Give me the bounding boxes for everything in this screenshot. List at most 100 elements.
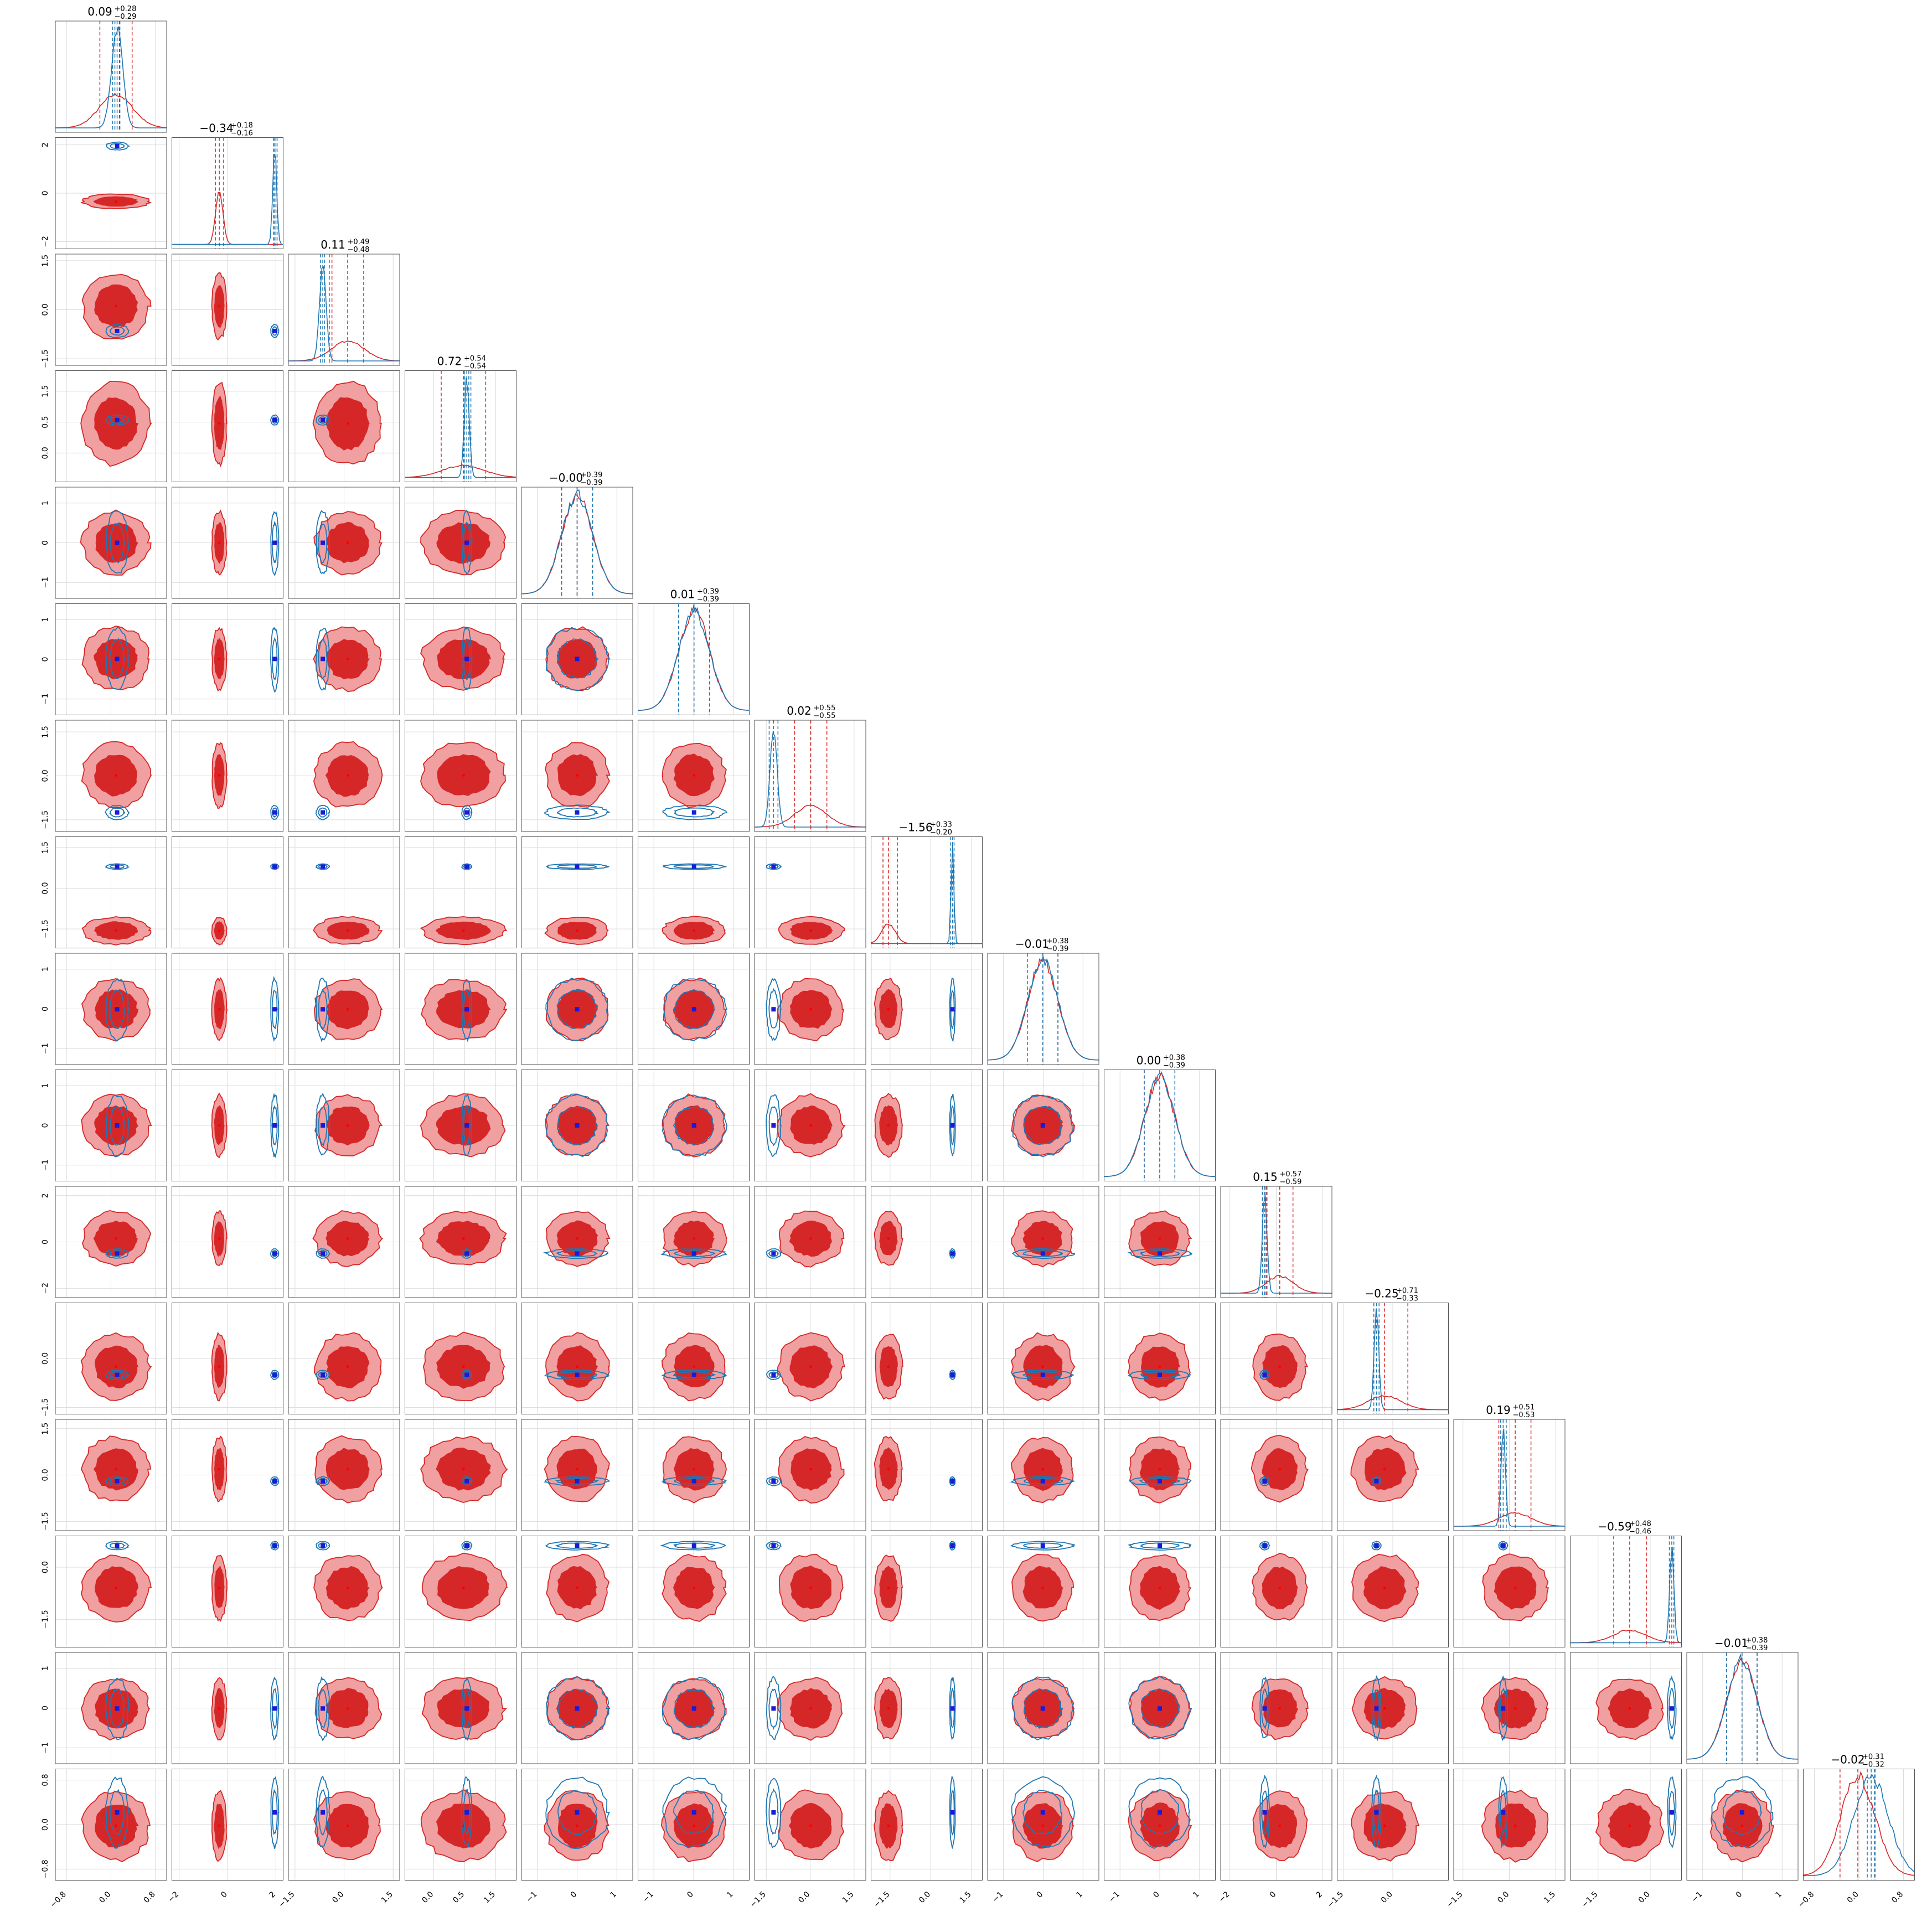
- blue-histogram: [1104, 1072, 1216, 1177]
- blue-contour-outer: [1259, 1369, 1270, 1380]
- panel-title-14: −0.01: [1714, 1636, 1748, 1650]
- panel-5-4: [521, 603, 633, 715]
- blue-contour-inner: [271, 1105, 278, 1146]
- panel-frame: [405, 370, 516, 482]
- red-point: [1278, 1468, 1282, 1471]
- red-point: [887, 1586, 890, 1589]
- blue-point: [321, 1372, 326, 1377]
- blue-contour-outer: [949, 1541, 956, 1551]
- blue-contour-inner: [1261, 1371, 1269, 1378]
- panel-frame: [754, 1769, 866, 1881]
- blue-contour-outer: [949, 1677, 956, 1740]
- panel-15-1: −2 0 2: [167, 1769, 283, 1904]
- blue-point: [575, 657, 580, 662]
- x-tick-label: 0: [219, 1890, 229, 1900]
- panel-15-0: −0.8 0.0 0.8 −0.8 0.0 0.8: [41, 1769, 167, 1909]
- blue-point: [1158, 1251, 1162, 1256]
- blue-contour-outer: [663, 863, 727, 870]
- panel-frame: [754, 1303, 866, 1414]
- panel-frame: [1453, 1769, 1566, 1881]
- red-point: [887, 1008, 890, 1011]
- panel-frame: [638, 953, 750, 1065]
- blue-contour-inner: [109, 1106, 125, 1146]
- blue-point: [950, 1810, 955, 1815]
- y-tick-label: 2: [41, 1193, 50, 1198]
- y-tick-label: 1.5: [41, 726, 50, 738]
- panel-content: [521, 1652, 633, 1764]
- panel-content: [288, 1303, 400, 1414]
- blue-contour-inner: [1500, 1687, 1507, 1729]
- blue-contour-outer: [1128, 1777, 1190, 1849]
- blue-contour-outer: [1371, 1476, 1382, 1486]
- panel-content: [55, 370, 167, 482]
- panel-content: [55, 487, 167, 598]
- panel-frame: [172, 1769, 283, 1881]
- panel-title-minus-15: −0.32: [1862, 1761, 1884, 1769]
- panel-title-minus-0: −0.29: [115, 13, 137, 21]
- blue-point: [464, 864, 469, 869]
- y-tick-label: 1.5: [41, 385, 50, 397]
- blue-point: [771, 864, 776, 869]
- red-point: [462, 1365, 465, 1368]
- panel-frame: [405, 1186, 516, 1298]
- x-tick-label: −1: [525, 1890, 539, 1904]
- red-point: [218, 304, 221, 308]
- blue-point: [272, 1372, 277, 1377]
- panel-4-4: [521, 487, 633, 599]
- x-tick-label: 0.0: [1380, 1890, 1394, 1905]
- blue-contour-outer: [315, 628, 330, 691]
- panel-content: [988, 1070, 1099, 1181]
- red-point: [1383, 1824, 1386, 1827]
- panel-frame: [521, 603, 633, 715]
- panel-content: [988, 1652, 1099, 1764]
- y-tick-label: −2: [41, 1283, 50, 1294]
- blue-contour-inner: [556, 864, 598, 869]
- red-point: [887, 1468, 890, 1471]
- x-tick-label: 1.5: [482, 1890, 497, 1905]
- blue-point: [464, 1479, 469, 1484]
- panel-title-15: −0.02: [1831, 1753, 1864, 1766]
- blue-contour-inner: [318, 988, 328, 1030]
- blue-contour-inner: [109, 807, 126, 818]
- panel-content: [1221, 1419, 1332, 1531]
- blue-contour-outer: [315, 1775, 330, 1847]
- panel-content: [755, 1652, 866, 1764]
- blue-point: [321, 1543, 326, 1548]
- panels-layer: 0.09 +0.28−0.29 −2 0 2 −0.34+0.18−0.16 −1.5 0.0…: [41, 5, 1915, 1909]
- panel-title-plus-11: +0.71: [1396, 1287, 1418, 1295]
- panel-frame: [871, 1070, 983, 1181]
- blue-point: [321, 657, 326, 662]
- blue-point: [1262, 1706, 1267, 1711]
- blue-contour-inner: [109, 1371, 125, 1378]
- panel-10-8: [987, 1186, 1099, 1298]
- blue-contour-outer: [105, 863, 130, 870]
- y-tick-label: −1.5: [41, 919, 50, 938]
- blue-contour-inner: [674, 807, 715, 818]
- blue-contour-inner: [318, 1106, 328, 1146]
- y-tick-label: 0: [41, 1006, 50, 1011]
- y-tick-label: 0.0: [41, 303, 50, 316]
- panel-title-0: 0.09: [87, 5, 112, 18]
- blue-contour-outer: [659, 1541, 726, 1551]
- panel-15-10: −2 0 2: [1217, 1769, 1332, 1904]
- y-tick-label: 1: [41, 617, 50, 622]
- blue-contour-outer: [461, 1541, 473, 1551]
- red-histogram: [55, 92, 167, 128]
- panel-content: [521, 1536, 633, 1647]
- panel-frame: [871, 1186, 983, 1298]
- blue-contour-inner: [673, 1371, 716, 1378]
- red-point: [218, 773, 221, 777]
- panel-content: [871, 1070, 983, 1181]
- blue-contour-outer: [461, 804, 473, 821]
- panel-frame: [521, 1419, 633, 1531]
- x-tick-label: 0.8: [142, 1890, 157, 1905]
- panel-content: [172, 953, 283, 1065]
- panel-frame: [1220, 1186, 1332, 1298]
- blue-contour-inner: [318, 1371, 328, 1378]
- panel-content: [172, 720, 283, 831]
- red-point: [1383, 1468, 1386, 1471]
- blue-contour-outer: [105, 323, 130, 338]
- blue-contour-outer: [316, 1541, 330, 1551]
- blue-point: [321, 1479, 326, 1484]
- panel-content: [55, 1070, 167, 1181]
